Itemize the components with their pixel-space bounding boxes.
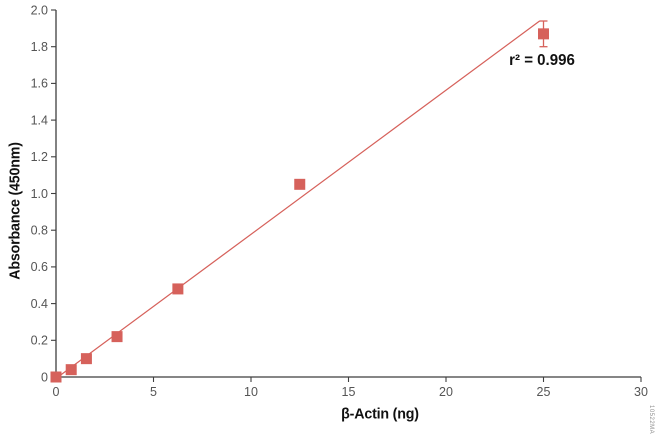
figure-id-watermark: 10522MA [648, 404, 654, 434]
data-point [65, 364, 77, 376]
data-point [538, 28, 549, 40]
y-tick-label: 1.2 [31, 150, 48, 164]
x-tick-label: 10 [244, 385, 258, 399]
r-squared-label: r² = 0.996 [509, 52, 575, 69]
x-tick-label: 30 [634, 385, 648, 399]
x-tick-label: 0 [53, 385, 60, 399]
y-tick-label: 0.4 [31, 297, 48, 311]
data-point [50, 371, 62, 383]
y-axis-title: Absorbance (450nm) [6, 142, 24, 280]
y-tick-label: 0.8 [31, 224, 48, 238]
y-tick-label: 0.6 [31, 260, 48, 274]
y-tick-label: 1.8 [31, 40, 48, 54]
x-tick-label: 20 [439, 385, 453, 399]
x-tick-label: 25 [537, 385, 551, 399]
data-point [111, 331, 123, 343]
data-point [80, 353, 92, 365]
x-tick-label: 5 [150, 385, 157, 399]
y-tick-label: 0 [41, 370, 48, 384]
x-axis-title: β-Actin (ng) [341, 405, 419, 423]
y-tick-label: 1.6 [31, 77, 48, 91]
y-tick-label: 1.4 [31, 113, 48, 127]
data-point [294, 178, 306, 190]
y-tick-label: 0.2 [31, 334, 48, 348]
data-point [172, 283, 184, 295]
y-tick-label: 1.0 [31, 187, 48, 201]
y-tick-label: 2.0 [31, 3, 48, 17]
trend-line [57, 20, 540, 378]
x-tick-label: 15 [342, 385, 356, 399]
